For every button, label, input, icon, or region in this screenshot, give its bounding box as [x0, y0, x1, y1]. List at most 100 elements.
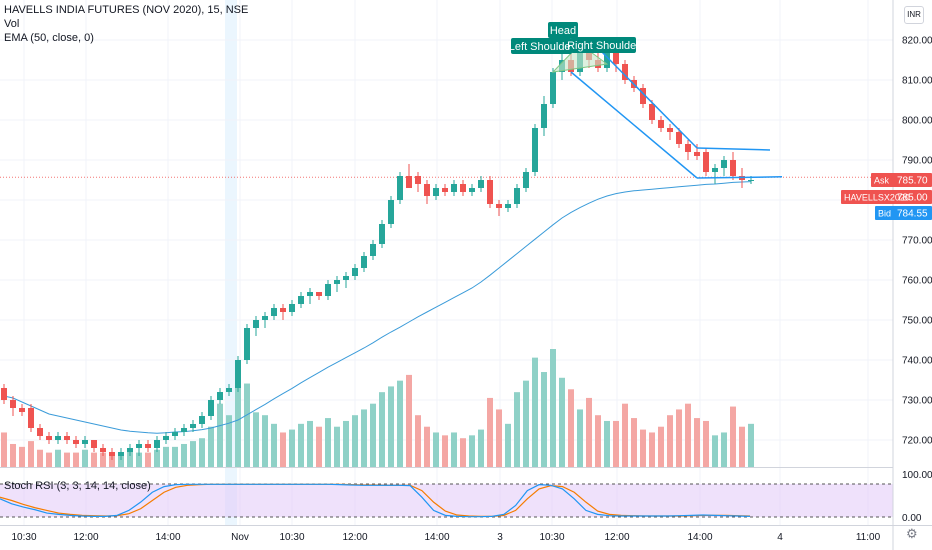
volume-bar [181, 443, 187, 467]
candle-body [280, 308, 286, 312]
candle-body [325, 284, 331, 296]
candle-body [73, 440, 79, 444]
left-shoulder-callout [511, 38, 572, 54]
candle-body [496, 204, 502, 208]
time-tick-label: 14:00 [424, 532, 449, 543]
candle-body [352, 268, 358, 276]
head-text: Head [550, 25, 576, 37]
volume-bar [199, 438, 205, 467]
stoch-rsi-legend[interactable]: Stoch RSI (3, 3, 14, 14, close) [4, 480, 151, 492]
stoch-level-0: 0.00 [902, 513, 922, 524]
volume-bar [289, 429, 295, 467]
volume-bar [694, 418, 700, 467]
candle-body [451, 184, 457, 192]
volume-bar [712, 435, 718, 467]
candle-body [379, 224, 385, 244]
candle-body [253, 320, 259, 328]
candle-body [118, 452, 124, 456]
volume-bar [64, 452, 70, 467]
volume-bar [541, 372, 547, 467]
volume-bar [577, 409, 583, 467]
candle-body [271, 308, 277, 316]
support-line [696, 176, 783, 179]
candle-body [721, 160, 727, 168]
ask-label: Ask [874, 176, 890, 186]
volume-bar [172, 446, 178, 467]
time-tick-label: 14:00 [155, 532, 180, 543]
candle-body [163, 436, 169, 440]
price-tick-label: 740.00 [902, 356, 932, 367]
gear-icon[interactable]: ⚙ [906, 526, 918, 541]
volume-bar [568, 389, 574, 467]
candle-body [523, 172, 529, 188]
candle-body [667, 128, 673, 132]
volume-bar [235, 369, 241, 467]
candle-body [37, 428, 43, 436]
volume-bar [262, 415, 268, 467]
resistance-line [696, 147, 771, 151]
candle-body [712, 168, 718, 172]
symbol-title[interactable]: HAVELLS INDIA FUTURES (NOV 2020), 15, NS… [4, 4, 249, 16]
volume-bar [19, 446, 25, 467]
candle-body [604, 52, 610, 68]
volume-bar [478, 429, 484, 467]
price-tick-label: 730.00 [902, 396, 932, 407]
ema-legend[interactable]: EMA (50, close, 0) [4, 32, 94, 44]
time-tick-label: 3 [497, 532, 503, 543]
candle-body [469, 188, 475, 192]
currency-badge[interactable]: INR [904, 6, 924, 24]
volume-legend[interactable]: Vol [4, 18, 20, 30]
candle-body [298, 296, 304, 304]
volume-bar [523, 380, 529, 467]
price-tick-label: 760.00 [902, 276, 932, 287]
candle-body [532, 128, 538, 172]
time-tick-label: 10:30 [11, 532, 36, 543]
candle-body [226, 388, 232, 392]
candle-body [1, 388, 7, 400]
price-tick-label: 720.00 [902, 436, 932, 447]
volume-bar [388, 386, 394, 467]
candle-body [154, 440, 160, 448]
volume-bar [703, 420, 709, 467]
last-price-value: 785.00 [897, 193, 928, 204]
time-tick-label: Nov [231, 532, 249, 543]
volume-bar [55, 449, 61, 467]
volume-bar [433, 432, 439, 467]
candle-body [262, 316, 268, 320]
candle-body [316, 292, 322, 296]
session-break-highlight [225, 0, 237, 525]
volume-bar [73, 452, 79, 467]
candle-body [505, 204, 511, 208]
candle-body [217, 392, 223, 400]
volume-bar [397, 380, 403, 467]
candle-body [172, 432, 178, 436]
volume-bar [685, 403, 691, 467]
volume-bar [451, 432, 457, 467]
trendline-upper [597, 47, 698, 149]
volume-bar [442, 435, 448, 467]
volume-bar [550, 349, 556, 467]
volume-bar [10, 443, 16, 467]
candle-body [694, 152, 700, 156]
price-tick-label: 800.00 [902, 116, 932, 127]
volume-bar [280, 432, 286, 467]
time-tick-label: 12:00 [73, 532, 98, 543]
volume-bar [424, 426, 430, 467]
candle-body [10, 400, 16, 408]
volume-bar [217, 403, 223, 467]
ema-line [3, 181, 752, 434]
volume-bar [487, 397, 493, 467]
volume-bar [109, 455, 115, 467]
candle-body [181, 428, 187, 432]
candle-body [613, 52, 619, 64]
candle-body [235, 360, 241, 388]
candle-body [190, 424, 196, 428]
volume-bar [145, 452, 151, 467]
candle-body [64, 436, 70, 440]
time-tick-label: 12:00 [604, 532, 629, 543]
stoch-k-line [0, 483, 751, 518]
volume-bar [604, 420, 610, 467]
candle-body [550, 72, 556, 104]
candle-body [685, 144, 691, 152]
